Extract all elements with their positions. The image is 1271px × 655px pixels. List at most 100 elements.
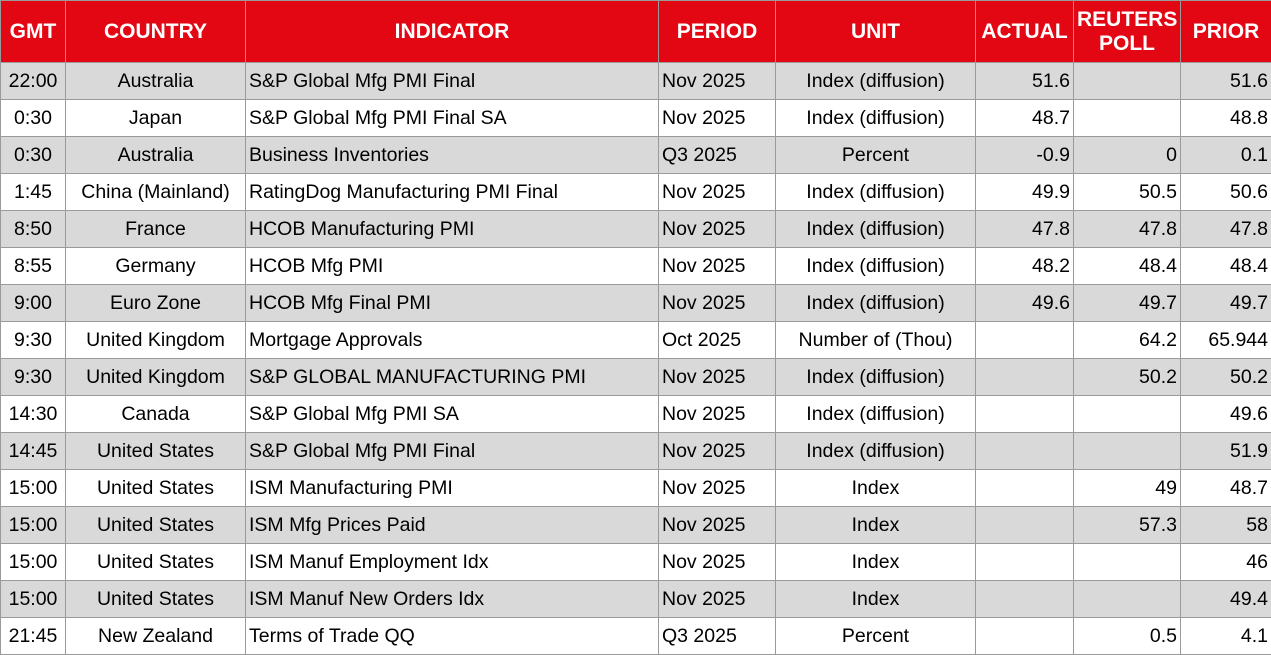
table-cell: 50.6 bbox=[1181, 174, 1271, 211]
table-cell: New Zealand bbox=[66, 618, 246, 655]
table-cell: Index (diffusion) bbox=[776, 359, 976, 396]
table-cell: 48.4 bbox=[1181, 248, 1271, 285]
table-cell: Nov 2025 bbox=[659, 63, 776, 100]
table-cell: Japan bbox=[66, 100, 246, 137]
table-cell: United Kingdom bbox=[66, 359, 246, 396]
table-cell: 15:00 bbox=[1, 507, 66, 544]
table-cell: 0:30 bbox=[1, 137, 66, 174]
table-cell: Business Inventories bbox=[246, 137, 659, 174]
table-cell bbox=[976, 359, 1074, 396]
table-cell: Nov 2025 bbox=[659, 470, 776, 507]
column-header: UNIT bbox=[776, 1, 976, 63]
table-cell bbox=[976, 581, 1074, 618]
table-cell: Index (diffusion) bbox=[776, 248, 976, 285]
table-cell: 50.5 bbox=[1074, 174, 1181, 211]
table-cell: S&P Global Mfg PMI Final SA bbox=[246, 100, 659, 137]
table-cell: 49.4 bbox=[1181, 581, 1271, 618]
table-cell: Nov 2025 bbox=[659, 359, 776, 396]
table-cell bbox=[976, 507, 1074, 544]
table-cell: Mortgage Approvals bbox=[246, 322, 659, 359]
column-header: COUNTRY bbox=[66, 1, 246, 63]
table-cell: Nov 2025 bbox=[659, 396, 776, 433]
table-cell: 9:00 bbox=[1, 285, 66, 322]
table-cell: Nov 2025 bbox=[659, 433, 776, 470]
table-cell: Index bbox=[776, 470, 976, 507]
table-cell: 49.7 bbox=[1181, 285, 1271, 322]
table-cell: ISM Manuf New Orders Idx bbox=[246, 581, 659, 618]
table-cell: 50.2 bbox=[1181, 359, 1271, 396]
table-cell: France bbox=[66, 211, 246, 248]
table-cell: 47.8 bbox=[1074, 211, 1181, 248]
table-cell: HCOB Mfg PMI bbox=[246, 248, 659, 285]
table-cell bbox=[976, 618, 1074, 655]
table-cell: 14:45 bbox=[1, 433, 66, 470]
table-cell: 49.7 bbox=[1074, 285, 1181, 322]
table-cell: Q3 2025 bbox=[659, 618, 776, 655]
table-cell: Percent bbox=[776, 137, 976, 174]
table-cell: 49.6 bbox=[1181, 396, 1271, 433]
table-cell: 0.5 bbox=[1074, 618, 1181, 655]
table-cell: 48.2 bbox=[976, 248, 1074, 285]
table-cell: 0:30 bbox=[1, 100, 66, 137]
table-cell: HCOB Mfg Final PMI bbox=[246, 285, 659, 322]
table-cell: Euro Zone bbox=[66, 285, 246, 322]
column-header: PERIOD bbox=[659, 1, 776, 63]
table-cell: 51.9 bbox=[1181, 433, 1271, 470]
table-cell: S&P Global Mfg PMI Final bbox=[246, 433, 659, 470]
table-cell: HCOB Manufacturing PMI bbox=[246, 211, 659, 248]
table-cell: 0.1 bbox=[1181, 137, 1271, 174]
table-cell: Index (diffusion) bbox=[776, 433, 976, 470]
table-cell: 15:00 bbox=[1, 544, 66, 581]
table-cell: Nov 2025 bbox=[659, 544, 776, 581]
table-cell: Index (diffusion) bbox=[776, 396, 976, 433]
table-cell: Index (diffusion) bbox=[776, 285, 976, 322]
table-cell: 8:50 bbox=[1, 211, 66, 248]
table-cell bbox=[976, 544, 1074, 581]
table-cell: 22:00 bbox=[1, 63, 66, 100]
table-cell: Index bbox=[776, 544, 976, 581]
table-cell: United States bbox=[66, 544, 246, 581]
table-cell: 1:45 bbox=[1, 174, 66, 211]
table-cell bbox=[1074, 396, 1181, 433]
table-cell: 50.2 bbox=[1074, 359, 1181, 396]
table-cell: 9:30 bbox=[1, 322, 66, 359]
column-header: GMT bbox=[1, 1, 66, 63]
table-cell: S&P Global Mfg PMI SA bbox=[246, 396, 659, 433]
table-cell: United States bbox=[66, 470, 246, 507]
table-cell: United States bbox=[66, 433, 246, 470]
column-header: PRIOR bbox=[1181, 1, 1271, 63]
table-cell: 48.7 bbox=[1181, 470, 1271, 507]
table-cell bbox=[976, 433, 1074, 470]
table-cell: ISM Mfg Prices Paid bbox=[246, 507, 659, 544]
table-cell: Index bbox=[776, 507, 976, 544]
table-cell: Nov 2025 bbox=[659, 248, 776, 285]
table-cell bbox=[976, 470, 1074, 507]
table-cell: 8:55 bbox=[1, 248, 66, 285]
table-cell: 47.8 bbox=[1181, 211, 1271, 248]
table-cell: 9:30 bbox=[1, 359, 66, 396]
table-cell: S&P Global Mfg PMI Final bbox=[246, 63, 659, 100]
table-cell: 47.8 bbox=[976, 211, 1074, 248]
table-cell: Index (diffusion) bbox=[776, 211, 976, 248]
table-cell bbox=[1074, 544, 1181, 581]
table-cell: Oct 2025 bbox=[659, 322, 776, 359]
table-cell: Australia bbox=[66, 137, 246, 174]
table-cell: Index (diffusion) bbox=[776, 63, 976, 100]
table-cell: -0.9 bbox=[976, 137, 1074, 174]
table-cell: 65.944 bbox=[1181, 322, 1271, 359]
table-cell: S&P GLOBAL MANUFACTURING PMI bbox=[246, 359, 659, 396]
table-cell: Nov 2025 bbox=[659, 100, 776, 137]
table-cell: Nov 2025 bbox=[659, 581, 776, 618]
table-cell: 51.6 bbox=[1181, 63, 1271, 100]
table-cell: 48.7 bbox=[976, 100, 1074, 137]
table-cell: 58 bbox=[1181, 507, 1271, 544]
